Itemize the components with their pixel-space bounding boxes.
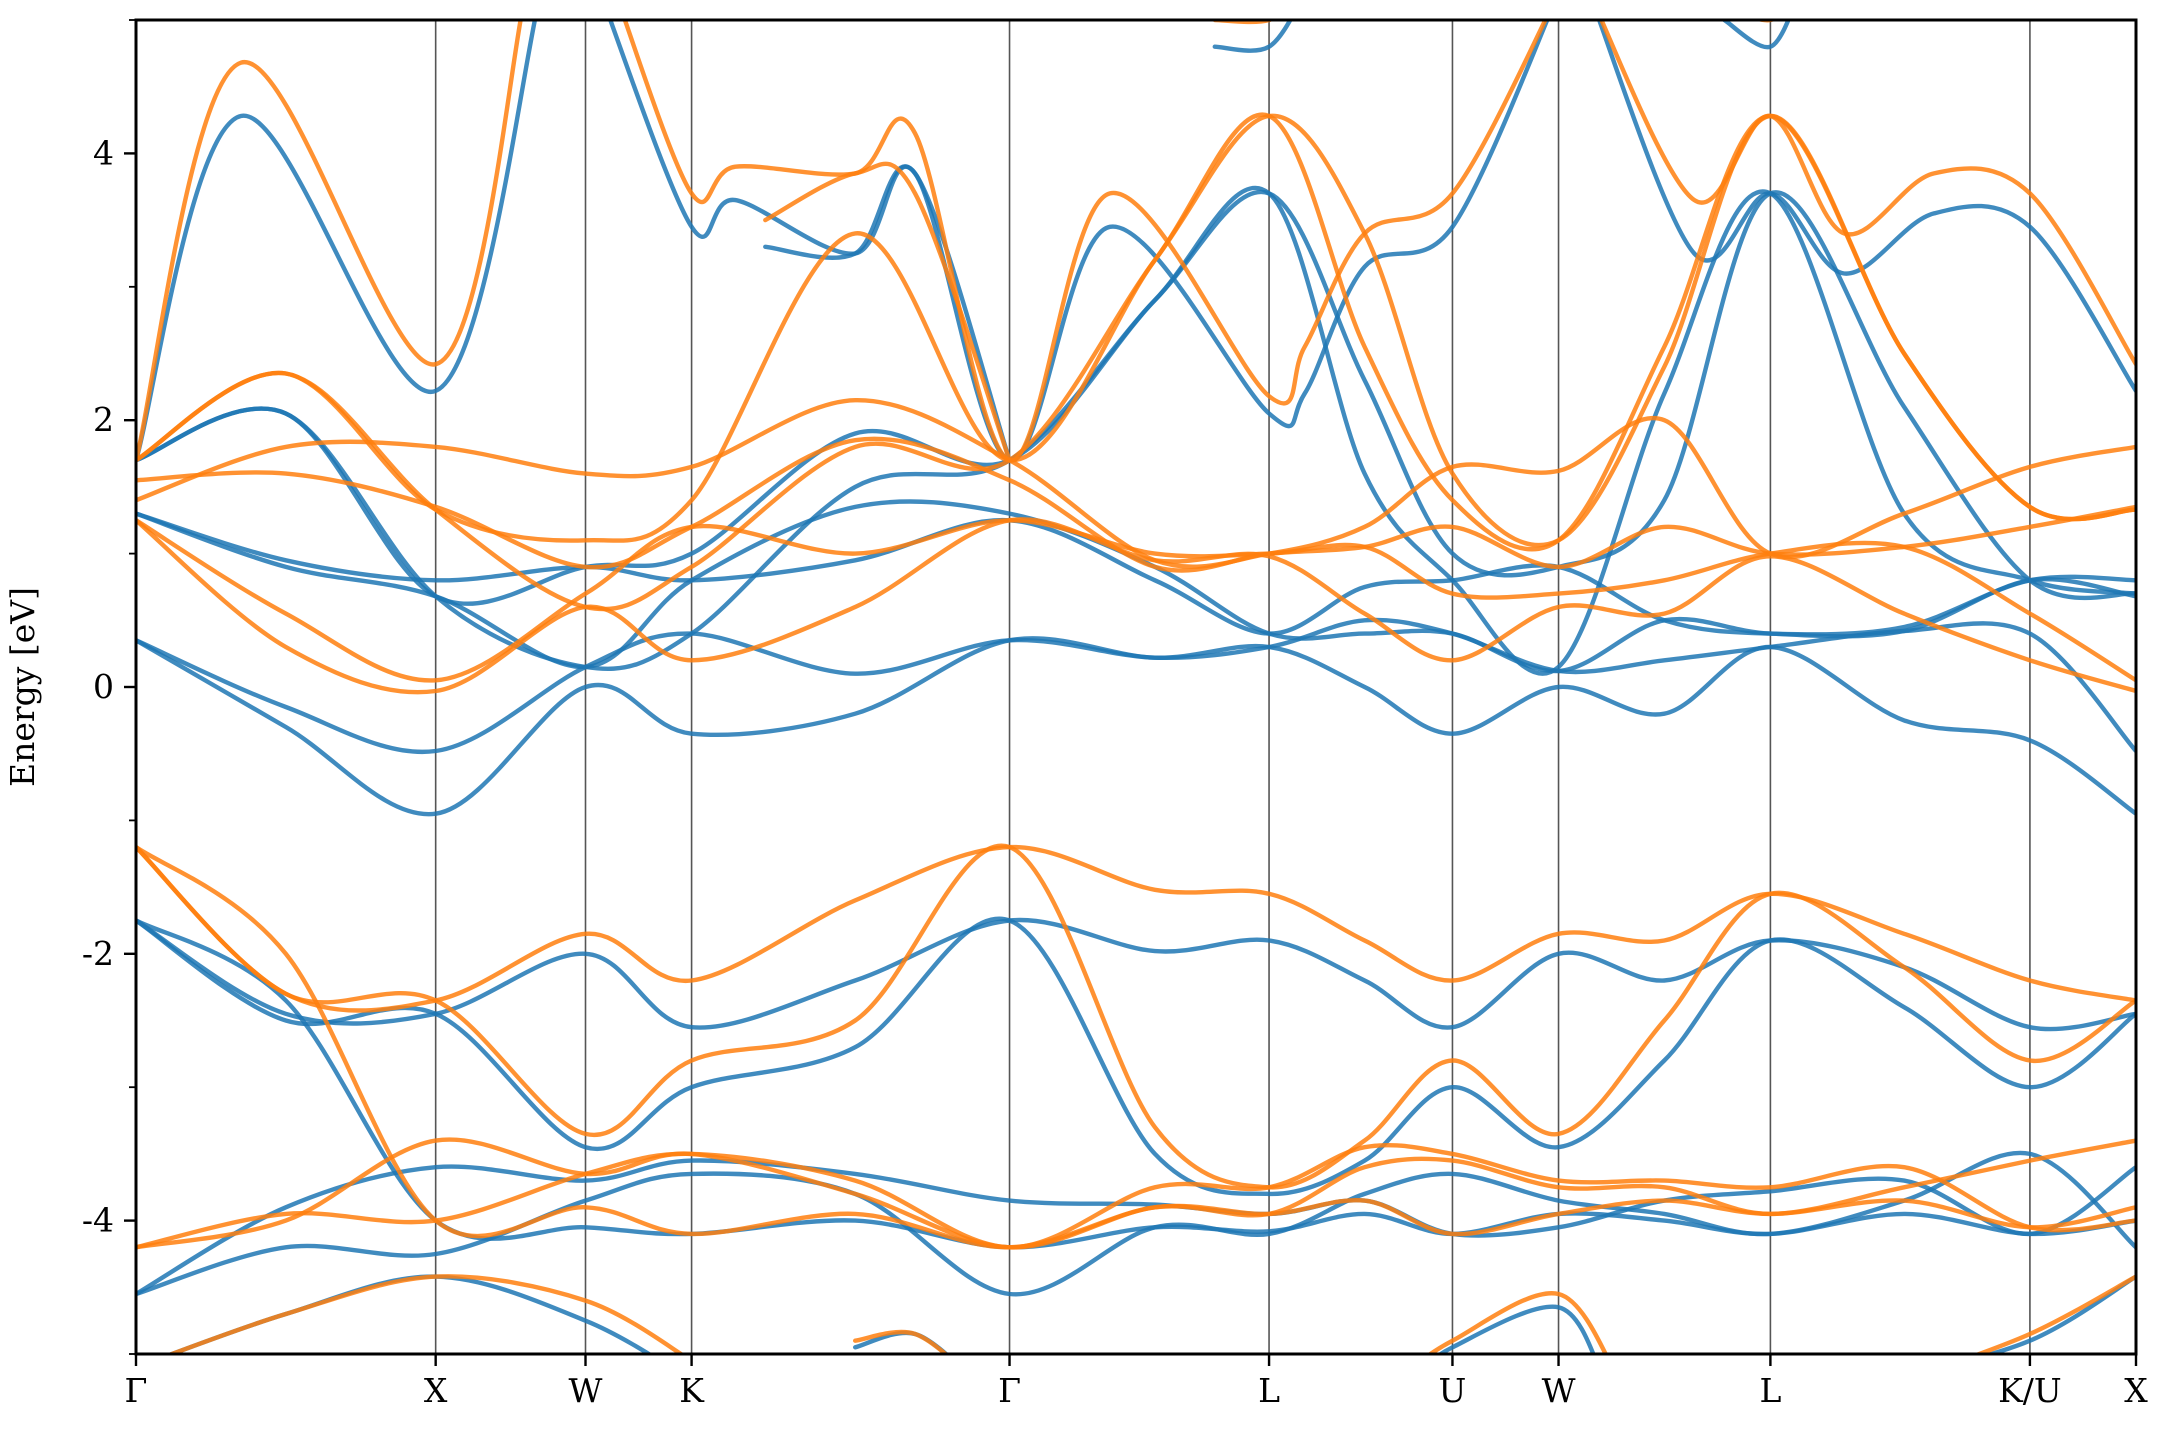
- x-tick-label: K: [679, 1371, 705, 1410]
- x-tick-label: W: [569, 1371, 603, 1410]
- band-line: [1973, 1274, 2136, 1354]
- band-line: [136, 20, 523, 463]
- band-line: [1599, 20, 2136, 367]
- band-line: [136, 518, 2136, 683]
- y-tick-label: 0: [93, 667, 114, 706]
- y-axis-label: Energy [eV]: [3, 587, 42, 787]
- band-line: [1212, 20, 1293, 53]
- band-line: [763, 161, 1012, 463]
- band-line: [622, 20, 1548, 463]
- band-line: [165, 1274, 654, 1354]
- x-tick-label: W: [1542, 1371, 1576, 1410]
- band-line: [136, 844, 2136, 1013]
- band-line: [1983, 1274, 2136, 1354]
- y-tick-label: 4: [93, 133, 114, 172]
- band-line: [1426, 1291, 1609, 1354]
- x-tick-label: Γ: [125, 1371, 148, 1410]
- y-tick-label: 2: [93, 400, 114, 439]
- kpoint-gridlines: [434, 20, 2031, 1354]
- y-axis: -4 -2 0 2 4: [82, 19, 136, 1355]
- x-tick-label: X: [424, 1371, 448, 1410]
- y-tick-label: -2: [82, 934, 114, 973]
- band-line: [763, 164, 1012, 463]
- band-line: [136, 1142, 2136, 1250]
- x-tick-label: X: [2124, 1371, 2148, 1410]
- bands-group: [136, 20, 2136, 1354]
- band-line: [1722, 20, 1791, 50]
- band-series-1: [136, 20, 2136, 1354]
- band-line: [136, 844, 2136, 1250]
- x-tick-label: U: [1439, 1371, 1467, 1410]
- band-line: [136, 189, 2136, 671]
- x-tick-label: Γ: [998, 1371, 1021, 1410]
- y-tick-label: -4: [82, 1201, 114, 1240]
- band-line: [1596, 20, 2136, 394]
- band-line: [1753, 20, 1777, 23]
- band-line: [1436, 1304, 1596, 1354]
- band-line: [136, 636, 2136, 817]
- x-tick-label: L: [1759, 1371, 1781, 1410]
- band-line: [165, 1274, 685, 1354]
- band-line: [853, 1329, 949, 1354]
- band-line: [853, 1330, 950, 1354]
- band-line: [136, 511, 2136, 637]
- band-line: [136, 617, 2136, 755]
- band-line: [136, 917, 2136, 1032]
- band-line: [136, 20, 538, 463]
- x-tick-label: L: [1258, 1371, 1280, 1410]
- x-tick-label: K/U: [1998, 1371, 2062, 1410]
- x-axis: Γ X W K Γ L U W L K/U X: [125, 1354, 2148, 1410]
- band-line: [136, 113, 2136, 612]
- band-line: [136, 397, 2136, 569]
- band-line: [136, 185, 2136, 676]
